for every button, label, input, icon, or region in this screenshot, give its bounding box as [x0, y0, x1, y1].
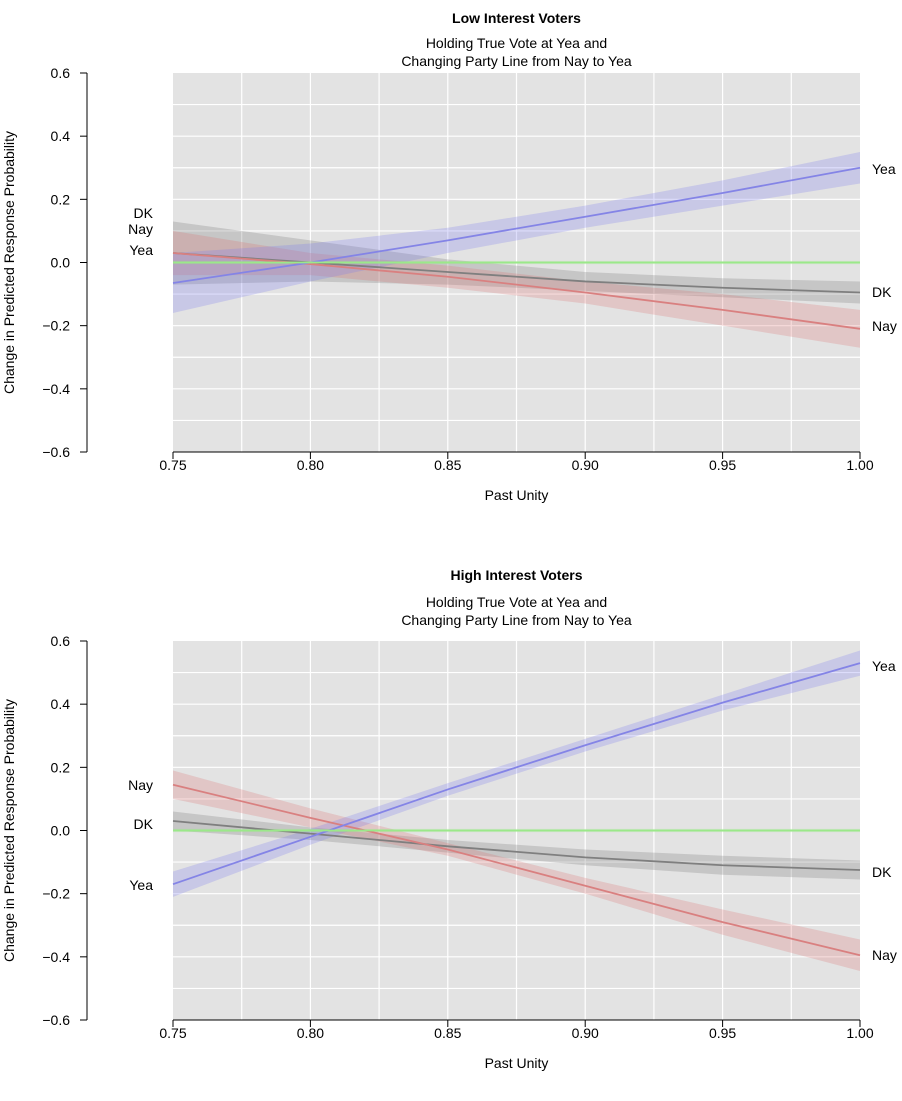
x-tick-label: 1.00	[846, 1025, 873, 1041]
series-label-right-yea: Yea	[872, 658, 896, 674]
series-label-left-dk: DK	[134, 205, 154, 221]
confidence-band-yea	[173, 151, 860, 314]
series-label-left-nay: Nay	[128, 221, 153, 237]
panel-low-interest: Low Interest Voters Holding True Vote at …	[1, 10, 897, 503]
y-tick-label: −0.6	[42, 1012, 70, 1028]
series-group	[172, 650, 861, 972]
chart-subtitle: Changing Party Line from Nay to Yea	[401, 612, 632, 628]
series-line-yea	[172, 166, 861, 284]
series-label-left-yea: Yea	[129, 877, 153, 893]
chart-subtitle: Changing Party Line from Nay to Yea	[401, 53, 632, 69]
y-tick-label: 0.2	[51, 191, 71, 207]
panel-high-interest: High Interest Voters Holding True Vote at…	[1, 567, 897, 1071]
confidence-band-nay	[173, 770, 860, 972]
x-tick-label: 0.90	[572, 457, 599, 473]
x-tick-label: 1.00	[846, 457, 873, 473]
x-tick-label: 0.90	[572, 1025, 599, 1041]
y-tick-label: 0.4	[51, 696, 71, 712]
x-tick-label: 0.75	[159, 1025, 186, 1041]
confidence-band-dk	[173, 221, 860, 304]
x-tick-label: 0.85	[434, 457, 461, 473]
confidence-band-nay	[173, 230, 860, 348]
series-line-dk	[172, 820, 861, 871]
series-label-right-nay: Nay	[872, 947, 897, 963]
y-axis-label: Change in Predicted Response Probability	[1, 131, 17, 394]
y-tick-label: −0.4	[42, 381, 70, 397]
series-label-right-yea: Yea	[872, 161, 896, 177]
series-label-left-dk: DK	[134, 816, 154, 832]
chart-subtitle: Holding True Vote at Yea and	[426, 594, 607, 610]
y-tick-label: 0.2	[51, 759, 71, 775]
x-tick-label: 0.75	[159, 457, 186, 473]
confidence-band-yea	[173, 650, 860, 897]
series-line-yea	[172, 662, 861, 886]
y-tick-label: 0.6	[51, 633, 71, 649]
series-label-left-nay: Nay	[128, 777, 153, 793]
series-label-right-nay: Nay	[872, 318, 897, 334]
x-axis-label: Past Unity	[485, 487, 549, 503]
series-group	[172, 151, 861, 348]
x-tick-label: 0.95	[709, 1025, 736, 1041]
x-axis-label: Past Unity	[485, 1055, 549, 1071]
y-tick-label: 0.4	[51, 128, 71, 144]
y-tick-label: −0.2	[42, 886, 70, 902]
series-label-right-dk: DK	[872, 864, 892, 880]
series-label-left-yea: Yea	[129, 242, 153, 258]
y-axis-label: Change in Predicted Response Probability	[1, 699, 17, 962]
y-tick-label: 0.6	[51, 65, 71, 81]
chart-title: Low Interest Voters	[452, 10, 581, 26]
x-tick-label: 0.95	[709, 457, 736, 473]
y-tick-label: −0.4	[42, 949, 70, 965]
chart-subtitle: Holding True Vote at Yea and	[426, 35, 607, 51]
y-tick-label: −0.6	[42, 444, 70, 460]
series-line-dk	[172, 252, 861, 294]
chart-title: High Interest Voters	[451, 567, 583, 583]
x-tick-label: 0.85	[434, 1025, 461, 1041]
x-tick-label: 0.80	[297, 1025, 324, 1041]
series-line-nay	[172, 783, 861, 957]
y-tick-label: −0.2	[42, 318, 70, 334]
y-tick-label: 0.0	[51, 255, 71, 271]
x-tick-label: 0.80	[297, 457, 324, 473]
y-tick-label: 0.0	[51, 823, 71, 839]
series-label-right-dk: DK	[872, 284, 892, 300]
